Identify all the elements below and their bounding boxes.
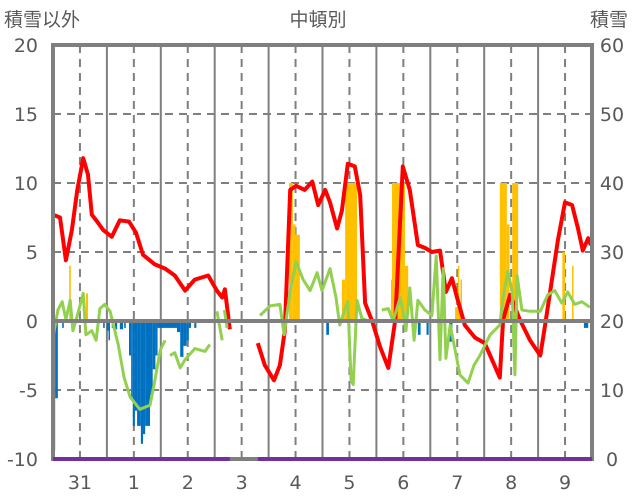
blue-bar <box>119 321 124 330</box>
blue-bar <box>186 321 189 341</box>
x-tick-label: 2 <box>182 472 194 494</box>
snow-bar <box>457 265 460 321</box>
snow-bar <box>69 265 71 321</box>
blue-bar <box>128 321 132 356</box>
blue-bar <box>55 321 58 399</box>
series-lines <box>51 156 593 411</box>
blue-bar <box>583 321 589 328</box>
blue-bar <box>124 321 126 328</box>
blue-bar <box>150 321 153 396</box>
green-series-line <box>51 254 591 411</box>
left-axis-title: 積雪以外 <box>4 9 80 31</box>
blue-bar <box>108 321 111 341</box>
right-tick-label: 40 <box>600 173 624 195</box>
snow-bar <box>345 183 357 321</box>
x-tick-label: 4 <box>290 472 302 494</box>
blue-bar <box>106 321 109 331</box>
right-tick-label: 0 <box>606 449 618 471</box>
blue-bar <box>103 321 105 328</box>
x-tick-label: 1 <box>128 472 140 494</box>
snow-bar <box>404 265 409 321</box>
left-tick-label: 20 <box>14 35 38 57</box>
blue-bar <box>114 321 118 330</box>
blue-bar <box>143 321 146 435</box>
snow-bar <box>572 265 574 321</box>
snow-bar <box>295 234 300 321</box>
blue-bar <box>188 321 191 328</box>
blue-bar <box>152 321 156 370</box>
x-tick-label: 3 <box>236 472 248 494</box>
snow-bar <box>85 293 89 321</box>
x-tick-label: 31 <box>68 472 92 494</box>
left-tick-label: 0 <box>26 311 38 333</box>
blue-bar <box>176 321 181 333</box>
left-tick-label: 15 <box>14 104 38 126</box>
right-tick-label: 50 <box>600 104 624 126</box>
blue-bar <box>137 321 141 426</box>
x-tick-label: 7 <box>451 472 463 494</box>
snow-bar <box>499 183 507 321</box>
blue-bar <box>132 321 135 426</box>
left-tick-label: 10 <box>14 173 38 195</box>
x-tick-label: 6 <box>397 472 409 494</box>
blue-bar <box>155 321 158 356</box>
right-tick-label: 20 <box>600 311 624 333</box>
snow-bar <box>460 279 462 321</box>
x-tick-label: 8 <box>505 472 517 494</box>
blue-bar <box>417 321 421 335</box>
left-tick-label: -5 <box>19 380 38 402</box>
left-tick-label: -10 <box>7 449 38 471</box>
red-series-line <box>52 156 593 383</box>
right-tick-label: 30 <box>600 242 624 264</box>
tick-labels: 20 60 15 50 10 40 5 30 0 20 -5 10 -10 0 31 1 2 3 4 5 6 7 8 9 <box>7 35 624 494</box>
chart-title: 中頓別 <box>289 9 346 31</box>
blue-bar <box>62 321 64 328</box>
blue-bar <box>140 321 144 444</box>
snow-bar <box>512 183 519 321</box>
blue-bar <box>194 321 197 328</box>
blue-bar <box>145 321 151 426</box>
x-tick-label: 5 <box>343 472 355 494</box>
right-tick-label: 60 <box>600 35 624 57</box>
blue-bar <box>326 321 329 335</box>
right-axis-title: 積雪 <box>590 9 628 31</box>
blue-bar <box>157 321 177 328</box>
snow-bar <box>562 252 566 321</box>
plot-frame <box>51 43 594 461</box>
left-tick-label: 5 <box>26 242 38 264</box>
x-tick-label: 9 <box>559 472 571 494</box>
blue-bar <box>426 321 429 335</box>
blue-bar <box>183 321 187 346</box>
snow-bar <box>289 183 293 321</box>
blue-bar <box>131 321 133 397</box>
snow-bar <box>390 279 393 321</box>
right-tick-label: 10 <box>600 380 624 402</box>
blue-bar <box>134 321 138 411</box>
snow-bar <box>341 279 346 321</box>
blue-bar <box>180 321 184 357</box>
